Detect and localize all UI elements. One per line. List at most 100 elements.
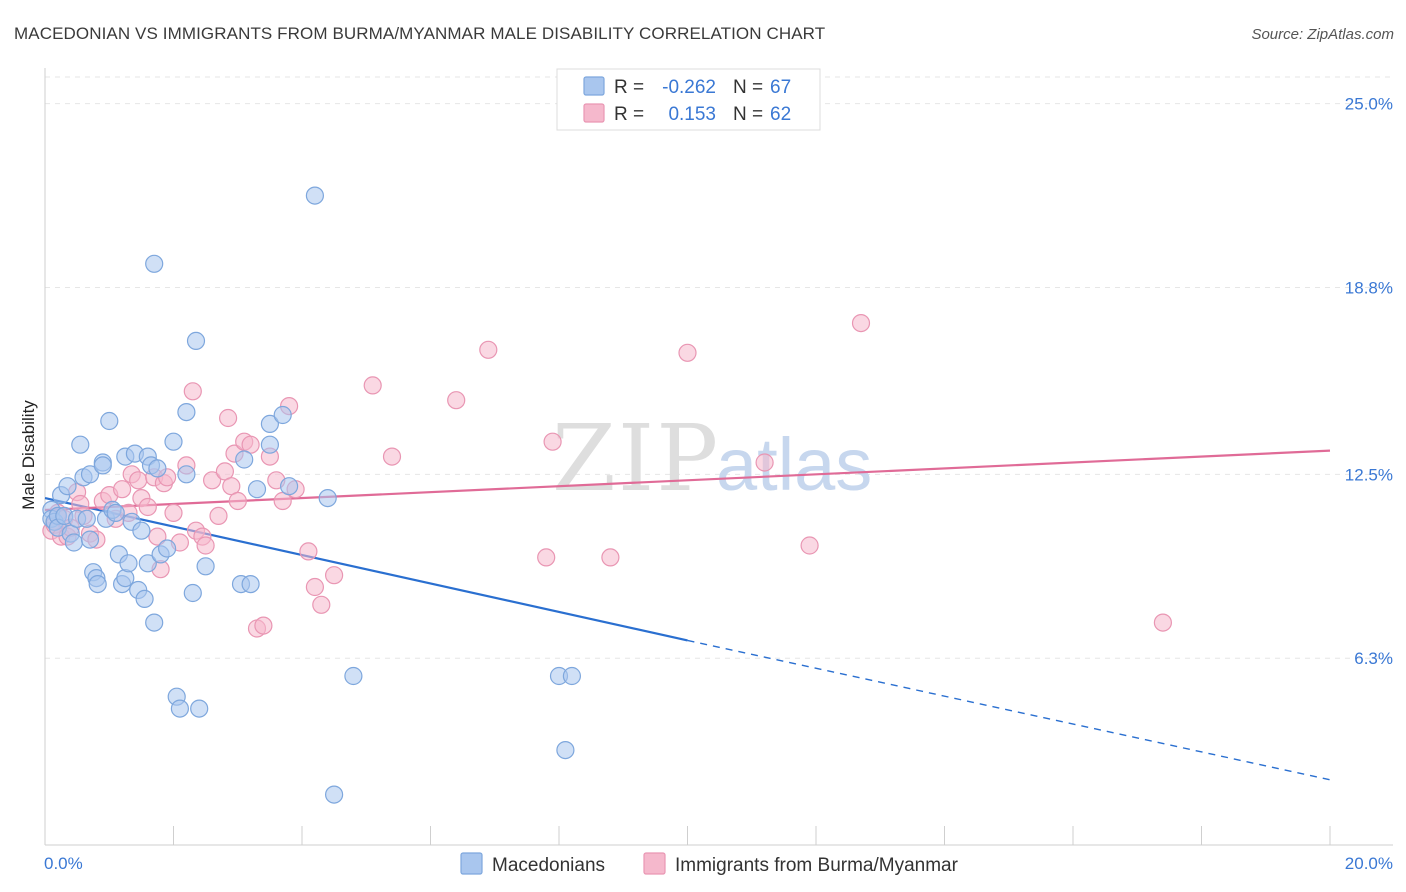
- point-burma-63: [851, 314, 871, 333]
- point-burma-57: [537, 548, 556, 567]
- point-macedonian-42: [158, 539, 177, 558]
- trend-lines: [44, 449, 1331, 781]
- point-macedonian-36: [138, 554, 157, 573]
- legend-r-value-macedonians: -0.262: [662, 77, 716, 98]
- point-burma-50: [305, 577, 324, 597]
- point-macedonian-65: [556, 740, 575, 760]
- point-macedonian-60: [305, 186, 324, 205]
- point-macedonian-15: [80, 530, 100, 549]
- point-macedonian-54: [241, 574, 260, 594]
- bottom-legend-swatch-macedonians: [460, 852, 483, 875]
- watermark: ZIP atlas: [552, 405, 872, 512]
- scatter-points: [42, 186, 1173, 804]
- point-macedonian-33: [132, 521, 151, 540]
- point-macedonian-62: [325, 785, 344, 804]
- point-macedonian-50: [190, 699, 209, 718]
- y-tick-label-0: 6.3%: [1354, 649, 1393, 668]
- point-macedonian-7: [58, 477, 77, 496]
- point-macedonian-29: [119, 554, 138, 573]
- point-burma-56: [479, 340, 498, 359]
- x-tick-label-min: 0.0%: [44, 854, 83, 873]
- point-burma-58: [543, 432, 562, 451]
- point-macedonian-57: [260, 435, 279, 454]
- trend-line-macedonians: [44, 496, 688, 642]
- point-burma-32: [196, 536, 215, 555]
- source-label: Source: ZipAtlas.com: [1251, 26, 1394, 43]
- point-macedonian-55: [247, 480, 267, 499]
- point-macedonian-38: [145, 254, 164, 273]
- axes-layer: [44, 68, 1393, 846]
- point-burma-64: [1153, 613, 1173, 632]
- point-burma-36: [219, 408, 238, 428]
- point-macedonian-39: [145, 613, 164, 632]
- series-legend: Macedonians Immigrants from Burma/Myanma…: [460, 852, 959, 876]
- y-tick-label-3: 25.0%: [1345, 95, 1393, 114]
- point-macedonian-11: [71, 435, 90, 454]
- point-macedonian-40: [148, 459, 167, 478]
- legend-r-value-burma: 0.153: [668, 104, 716, 125]
- legend-swatch-macedonians: [583, 76, 605, 96]
- legend-n-label-burma: N =: [733, 104, 763, 125]
- point-burma-49: [299, 542, 318, 561]
- point-macedonian-66: [562, 666, 582, 686]
- point-burma-20: [138, 497, 157, 517]
- point-burma-33: [203, 471, 222, 490]
- bottom-legend-label-macedonians: Macedonians: [492, 855, 605, 876]
- y-tick-label-2: 18.8%: [1345, 279, 1393, 298]
- point-macedonian-48: [183, 583, 202, 603]
- point-macedonian-46: [177, 465, 196, 484]
- point-burma-54: [382, 447, 402, 466]
- point-macedonian-49: [186, 331, 206, 350]
- point-macedonian-34: [135, 589, 154, 609]
- point-macedonian-22: [100, 411, 119, 431]
- bottom-legend-label-burma: Immigrants from Burma/Myanmar: [675, 855, 959, 876]
- point-macedonian-58: [273, 405, 292, 425]
- watermark-atlas: atlas: [716, 423, 872, 506]
- point-macedonian-18: [88, 574, 107, 594]
- point-macedonian-63: [344, 666, 363, 686]
- trend-line-macedonians-extension: [687, 639, 1331, 781]
- point-burma-53: [363, 376, 382, 395]
- bottom-legend-swatch-burma: [643, 852, 666, 875]
- legend-n-label-macedonians: N =: [733, 77, 763, 98]
- point-burma-29: [183, 382, 202, 401]
- y-axis-label: Male Disability: [19, 400, 38, 510]
- point-macedonian-61: [318, 489, 337, 508]
- y-tick-labels: 6.3% 12.5% 18.8% 25.0%: [1345, 95, 1393, 669]
- point-burma-51: [312, 595, 331, 614]
- point-macedonian-53: [235, 450, 254, 469]
- y-tick-label-1: 12.5%: [1345, 465, 1393, 484]
- grid-layer: [45, 76, 1393, 659]
- point-macedonian-20: [93, 456, 112, 475]
- correlation-legend: R = -0.262 N = 67 R = 0.153 N = 62: [556, 68, 821, 131]
- point-burma-59: [601, 548, 620, 567]
- point-burma-22: [148, 527, 167, 546]
- point-macedonian-13: [77, 509, 96, 528]
- watermark-zip: ZIP: [552, 405, 720, 512]
- legend-r-label-burma: R =: [614, 104, 644, 125]
- point-burma-43: [254, 616, 273, 635]
- point-burma-60: [678, 343, 697, 362]
- point-macedonian-43: [164, 432, 183, 451]
- legend-n-value-macedonians: 67: [770, 77, 791, 98]
- point-burma-55: [447, 391, 466, 410]
- point-burma-18: [129, 471, 148, 490]
- legend-n-value-burma: 62: [770, 104, 791, 125]
- point-macedonian-24: [106, 503, 125, 523]
- point-burma-61: [755, 453, 774, 472]
- legend-swatch-burma: [583, 103, 605, 123]
- point-macedonian-56: [260, 414, 279, 433]
- chart-title: MACEDONIAN VS IMMIGRANTS FROM BURMA/MYAN…: [14, 24, 825, 43]
- point-burma-52: [325, 566, 344, 585]
- point-macedonian-27: [116, 568, 135, 588]
- legend-r-label-macedonians: R =: [614, 77, 644, 98]
- point-burma-62: [800, 536, 819, 555]
- point-macedonian-59: [280, 477, 299, 496]
- point-burma-26: [164, 503, 183, 523]
- point-burma-34: [209, 506, 228, 526]
- point-macedonian-14: [80, 465, 100, 484]
- point-macedonian-9: [64, 533, 84, 552]
- point-burma-15: [112, 480, 132, 499]
- point-burma-39: [228, 491, 247, 511]
